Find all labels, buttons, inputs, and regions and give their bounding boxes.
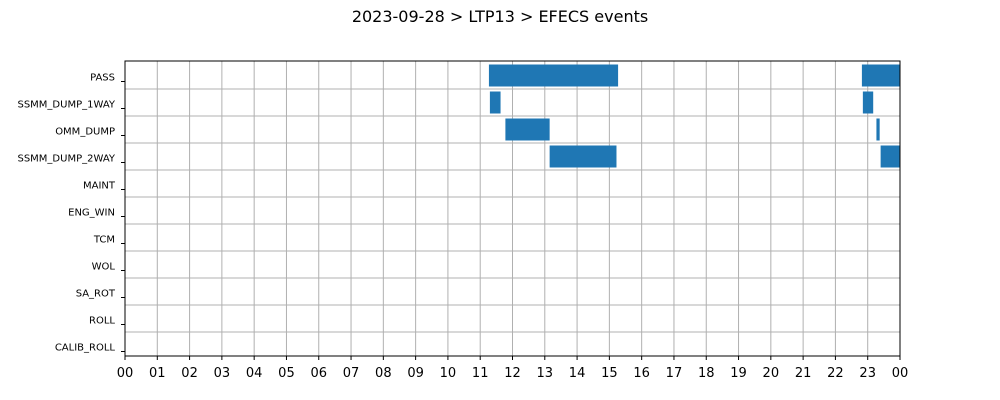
chart-title: 2023-09-28 > LTP13 > EFECS events: [352, 7, 648, 26]
x-tick-label: 02: [181, 366, 198, 381]
y-tick-label: MAINT: [83, 181, 116, 192]
y-tick-label: PASS: [90, 73, 115, 84]
event-bar: [488, 64, 619, 87]
x-tick-label: 08: [375, 366, 392, 381]
event-bar: [489, 91, 501, 114]
x-tick-label: 17: [666, 366, 683, 381]
event-bar: [861, 64, 900, 87]
y-tick-label: SSMM_DUMP_1WAY: [17, 100, 115, 111]
x-tick-label: 13: [537, 366, 554, 381]
event-bar: [880, 145, 900, 168]
x-tick-label: 12: [504, 366, 521, 381]
x-tick-label: 10: [440, 366, 457, 381]
x-tick-label: 11: [472, 366, 489, 381]
x-tick-label: 01: [149, 366, 166, 381]
x-tick-label: 19: [730, 366, 747, 381]
event-bar: [505, 118, 550, 141]
x-tick-label: 00: [892, 366, 909, 381]
y-tick-label: SSMM_DUMP_2WAY: [17, 154, 115, 165]
y-tick-label: ENG_WIN: [68, 208, 115, 219]
y-tick-label: ROLL: [89, 316, 115, 327]
event-bar: [862, 91, 874, 114]
y-tick-label: CALIB_ROLL: [55, 343, 116, 354]
x-tick-label: 20: [763, 366, 780, 381]
x-tick-label: 00: [117, 366, 134, 381]
x-tick-label: 23: [859, 366, 876, 381]
y-tick-label: OMM_DUMP: [55, 127, 115, 138]
event-bar: [876, 118, 880, 141]
x-tick-label: 09: [407, 366, 424, 381]
x-tick-label: 05: [278, 366, 295, 381]
x-tick-label: 07: [343, 366, 360, 381]
x-tick-label: 14: [569, 366, 586, 381]
x-tick-label: 03: [214, 366, 231, 381]
x-axis: 00 01 02 03 04 05 06 07 08 09 10 11 12 13 14 15 16 17 18 19…: [117, 356, 909, 381]
x-tick-label: 21: [795, 366, 812, 381]
x-tick-label: 15: [601, 366, 618, 381]
event-bar: [549, 145, 617, 168]
x-tick-label: 18: [698, 366, 715, 381]
plot-frame: [124, 60, 901, 357]
x-tick-label: 04: [246, 366, 263, 381]
x-tick-label: 16: [633, 366, 650, 381]
x-tick-label: 22: [827, 366, 844, 381]
y-tick-label: WOL: [92, 262, 116, 273]
y-tick-label: SA_ROT: [76, 289, 116, 300]
x-tick-label: 06: [310, 366, 327, 381]
y-tick-label: TCM: [93, 235, 115, 246]
y-axis: PASS SSMM_DUMP_1WAY OMM_DUMP SSMM_DUMP_2WAY…: [17, 73, 125, 354]
grid-lines: [124, 61, 901, 356]
event-bars: [488, 64, 900, 168]
